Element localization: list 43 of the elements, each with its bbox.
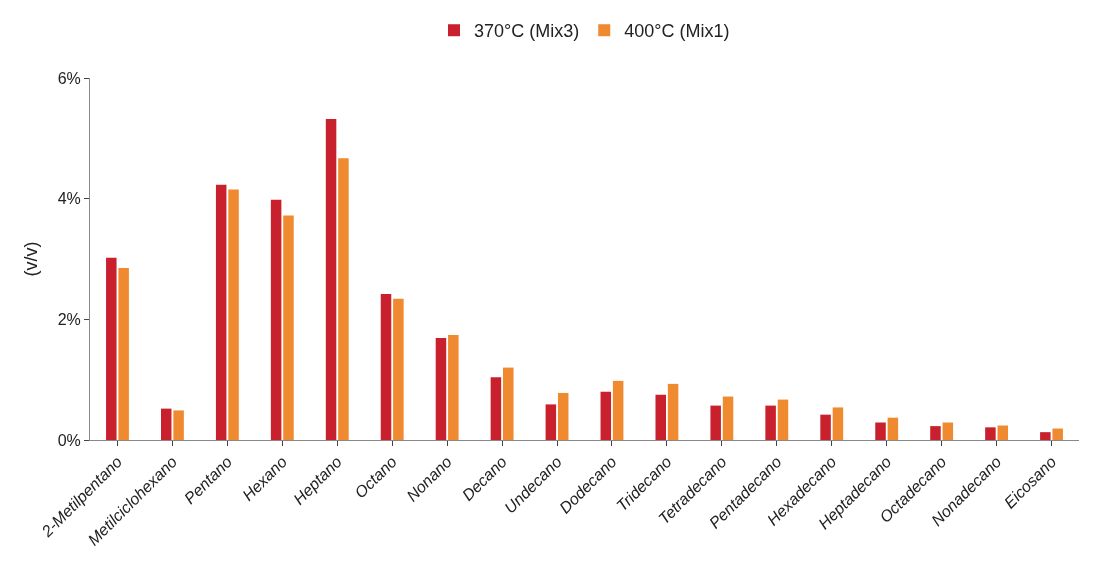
bar [393,298,404,440]
bar [448,335,459,440]
bar [270,199,282,440]
bar [875,422,886,440]
bar [160,408,172,440]
bar [1040,432,1051,440]
bar [228,189,239,440]
bar [887,417,899,440]
bar [655,394,666,440]
bar [667,383,679,440]
bar [777,399,789,440]
y-axis-title: (v/v) [20,241,41,277]
bar [612,380,624,440]
legend-label: 370°C (Mix3) [474,21,580,42]
y-tick-label: 2% [57,310,81,328]
y-tick-label: 4% [57,190,81,208]
bar [942,422,954,440]
y-tick-label: 6% [57,69,81,87]
bar [600,391,612,440]
bar [173,410,184,440]
bar [710,405,721,440]
bar [557,392,569,440]
bar [490,377,502,440]
legend-label: 400°C (Mix1) [624,21,730,42]
bar [380,293,392,440]
bar [832,407,844,440]
bar [338,158,349,440]
bar [1052,428,1063,440]
bar [997,425,1009,440]
bar [325,119,337,440]
bar [985,427,996,440]
bar [820,414,831,440]
bar [215,184,227,440]
bar [930,426,941,440]
bar [435,338,447,440]
bar [283,215,294,440]
bar [106,257,117,440]
bar [545,404,557,440]
bar [722,396,734,440]
y-tick-label: 0% [57,431,81,449]
bar [118,268,129,440]
bar [503,367,514,440]
bar [765,405,776,440]
